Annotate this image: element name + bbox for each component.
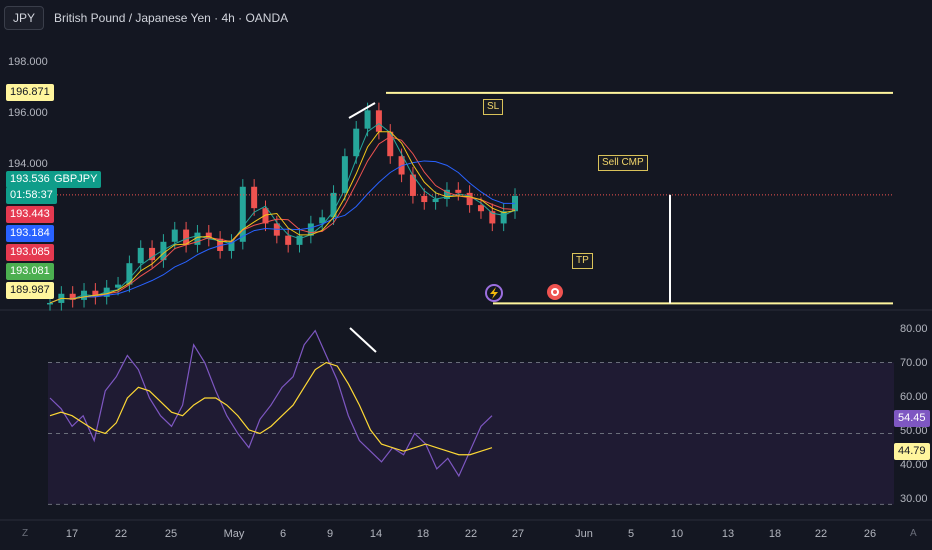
date-tick: 10 — [670, 528, 684, 540]
date-tick: 5 — [627, 528, 635, 540]
candle-body — [69, 293, 76, 300]
candle-body — [353, 128, 360, 157]
candle-body — [239, 186, 246, 242]
date-tick: 14 — [369, 528, 383, 540]
moving-average-line — [49, 122, 516, 304]
rsi-tick-50: 50.00 — [900, 425, 928, 437]
chart-title: British Pound / Japanese Yen · 4h · OAND… — [54, 11, 289, 25]
date-tick: 25 — [164, 528, 178, 540]
candle-body — [364, 110, 371, 129]
date-tick: 9 — [326, 528, 334, 540]
candle-body — [228, 241, 235, 251]
date-tick: Jun — [575, 528, 593, 540]
date-tick: 6 — [279, 528, 287, 540]
price-tick-194: 194.000 — [8, 158, 48, 170]
candle-body — [307, 223, 314, 236]
candle-body — [341, 156, 348, 193]
sl-price-tag: 196.871 — [6, 84, 54, 101]
candle-body — [319, 217, 326, 224]
date-tick: 26 — [863, 528, 877, 540]
countdown-tag: 01:58:37 — [6, 187, 57, 204]
sl-label[interactable]: SL — [483, 99, 504, 115]
candle-body — [466, 192, 473, 206]
rsi-ma-line — [49, 361, 493, 456]
current-price-tag: 193.536 — [6, 171, 54, 188]
candle-body — [489, 211, 496, 224]
symbol-button[interactable]: JPY — [4, 6, 44, 30]
candle-body — [296, 235, 303, 245]
rsi-ma-value-tag: 44.79 — [894, 443, 930, 460]
candle-body — [160, 241, 167, 261]
candle-body — [432, 198, 439, 203]
candle-body — [409, 174, 416, 196]
candle-body — [455, 189, 462, 193]
candle-body — [330, 192, 337, 218]
date-tick: 22 — [114, 528, 128, 540]
rsi-band — [48, 362, 894, 505]
candle-body — [421, 195, 428, 203]
candle-body — [183, 229, 190, 245]
moving-average-line — [49, 136, 516, 304]
date-tick: 27 — [511, 528, 525, 540]
rsi-tick-40: 40.00 — [900, 459, 928, 471]
lightning-event-icon — [485, 284, 503, 302]
divergence-line-price — [348, 102, 376, 119]
symbol-price-label: GBPJPY — [50, 171, 102, 188]
rsi-value-tag: 54.45 — [894, 410, 930, 427]
ma-tag-blue: 193.184 — [6, 225, 54, 242]
rsi-tick-70: 70.00 — [900, 357, 928, 369]
candle-body — [500, 211, 507, 224]
date-tick: 22 — [464, 528, 478, 540]
date-tick: 18 — [768, 528, 782, 540]
candle-body — [194, 232, 201, 245]
rsi-line — [49, 329, 493, 478]
candle-body — [92, 290, 99, 297]
divergence-line-rsi — [349, 327, 377, 353]
moving-average-line — [49, 160, 515, 304]
ma-tag-green: 193.081 — [6, 263, 54, 280]
candle-body — [387, 131, 394, 157]
date-tick: May — [223, 528, 245, 540]
rsi-tick-80: 80.00 — [900, 323, 928, 335]
date-tick: 22 — [814, 528, 828, 540]
date-tick: 13 — [721, 528, 735, 540]
moving-average-line — [49, 131, 516, 304]
candle-body — [205, 232, 212, 239]
candle-body — [47, 302, 53, 305]
price-tick-198: 198.000 — [8, 56, 48, 68]
sell-cmp-label[interactable]: Sell CMP — [598, 155, 648, 171]
candle-body — [443, 189, 450, 199]
auto-scale-button[interactable]: A — [910, 528, 917, 539]
candle-body — [477, 205, 484, 212]
rsi-tick-60: 60.00 — [900, 391, 928, 403]
price-tick-196: 196.000 — [8, 107, 48, 119]
candle-body — [262, 208, 269, 224]
date-tick: 17 — [65, 528, 79, 540]
tp-label[interactable]: TP — [572, 253, 593, 269]
lightning-bolt-icon — [490, 287, 498, 299]
candle-body — [115, 284, 122, 288]
news-event-icon-dot — [553, 290, 557, 294]
ma-tag-red: 193.443 — [6, 206, 54, 223]
candle-body — [126, 263, 133, 285]
zoom-mode-button[interactable]: Z — [22, 528, 29, 539]
candle-body — [217, 238, 224, 251]
candle-body — [375, 110, 382, 132]
rsi-tick-30: 30.00 — [900, 493, 928, 505]
tp-price-tag: 189.987 — [6, 282, 54, 299]
candle-body — [149, 247, 156, 261]
candle-body — [285, 235, 292, 245]
date-tick: 18 — [416, 528, 430, 540]
ma-tag-red-2: 193.085 — [6, 244, 54, 261]
candle-body — [137, 247, 144, 264]
candle-body — [171, 229, 178, 242]
candle-body — [251, 186, 258, 209]
